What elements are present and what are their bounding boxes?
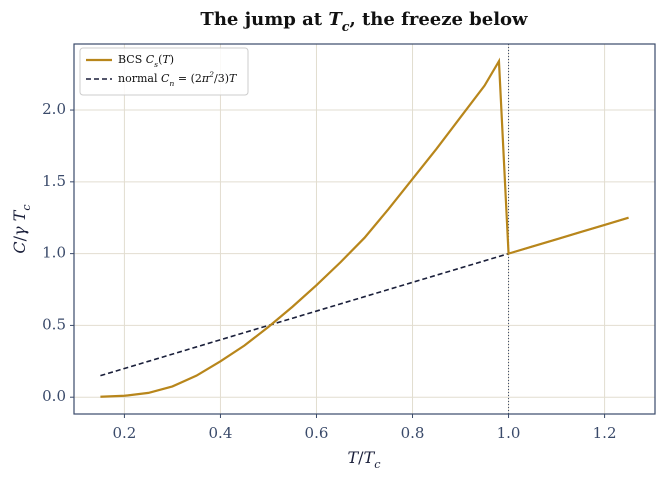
legend-box bbox=[79, 47, 249, 96]
y-tick-label: 0.0 bbox=[42, 387, 66, 405]
x-axis-label: T/Tc bbox=[347, 448, 381, 471]
series-line bbox=[100, 216, 629, 377]
x-tick-label: 1.2 bbox=[593, 424, 617, 442]
chart-title: The jump at Tc, the freeze below bbox=[200, 9, 528, 34]
y-axis-label: C/γ Tc bbox=[10, 204, 33, 254]
x-tick-label: 0.4 bbox=[209, 424, 233, 442]
y-tick-label: 0.5 bbox=[42, 315, 66, 333]
legend-label: BCS Cs(T) bbox=[118, 53, 174, 69]
plot-frame bbox=[73, 43, 656, 415]
y-tick-label: 1.0 bbox=[42, 244, 66, 262]
x-tick-label: 1.0 bbox=[497, 424, 521, 442]
y-tick-label: 2.0 bbox=[42, 100, 66, 118]
y-tick-label: 1.5 bbox=[42, 172, 66, 190]
series-line bbox=[100, 57, 629, 398]
x-tick-label: 0.8 bbox=[401, 424, 425, 442]
x-tick-label: 0.6 bbox=[305, 424, 329, 442]
legend-label: normal Cn = (2π2/3)T bbox=[118, 70, 238, 88]
x-tick-label: 0.2 bbox=[112, 424, 136, 442]
